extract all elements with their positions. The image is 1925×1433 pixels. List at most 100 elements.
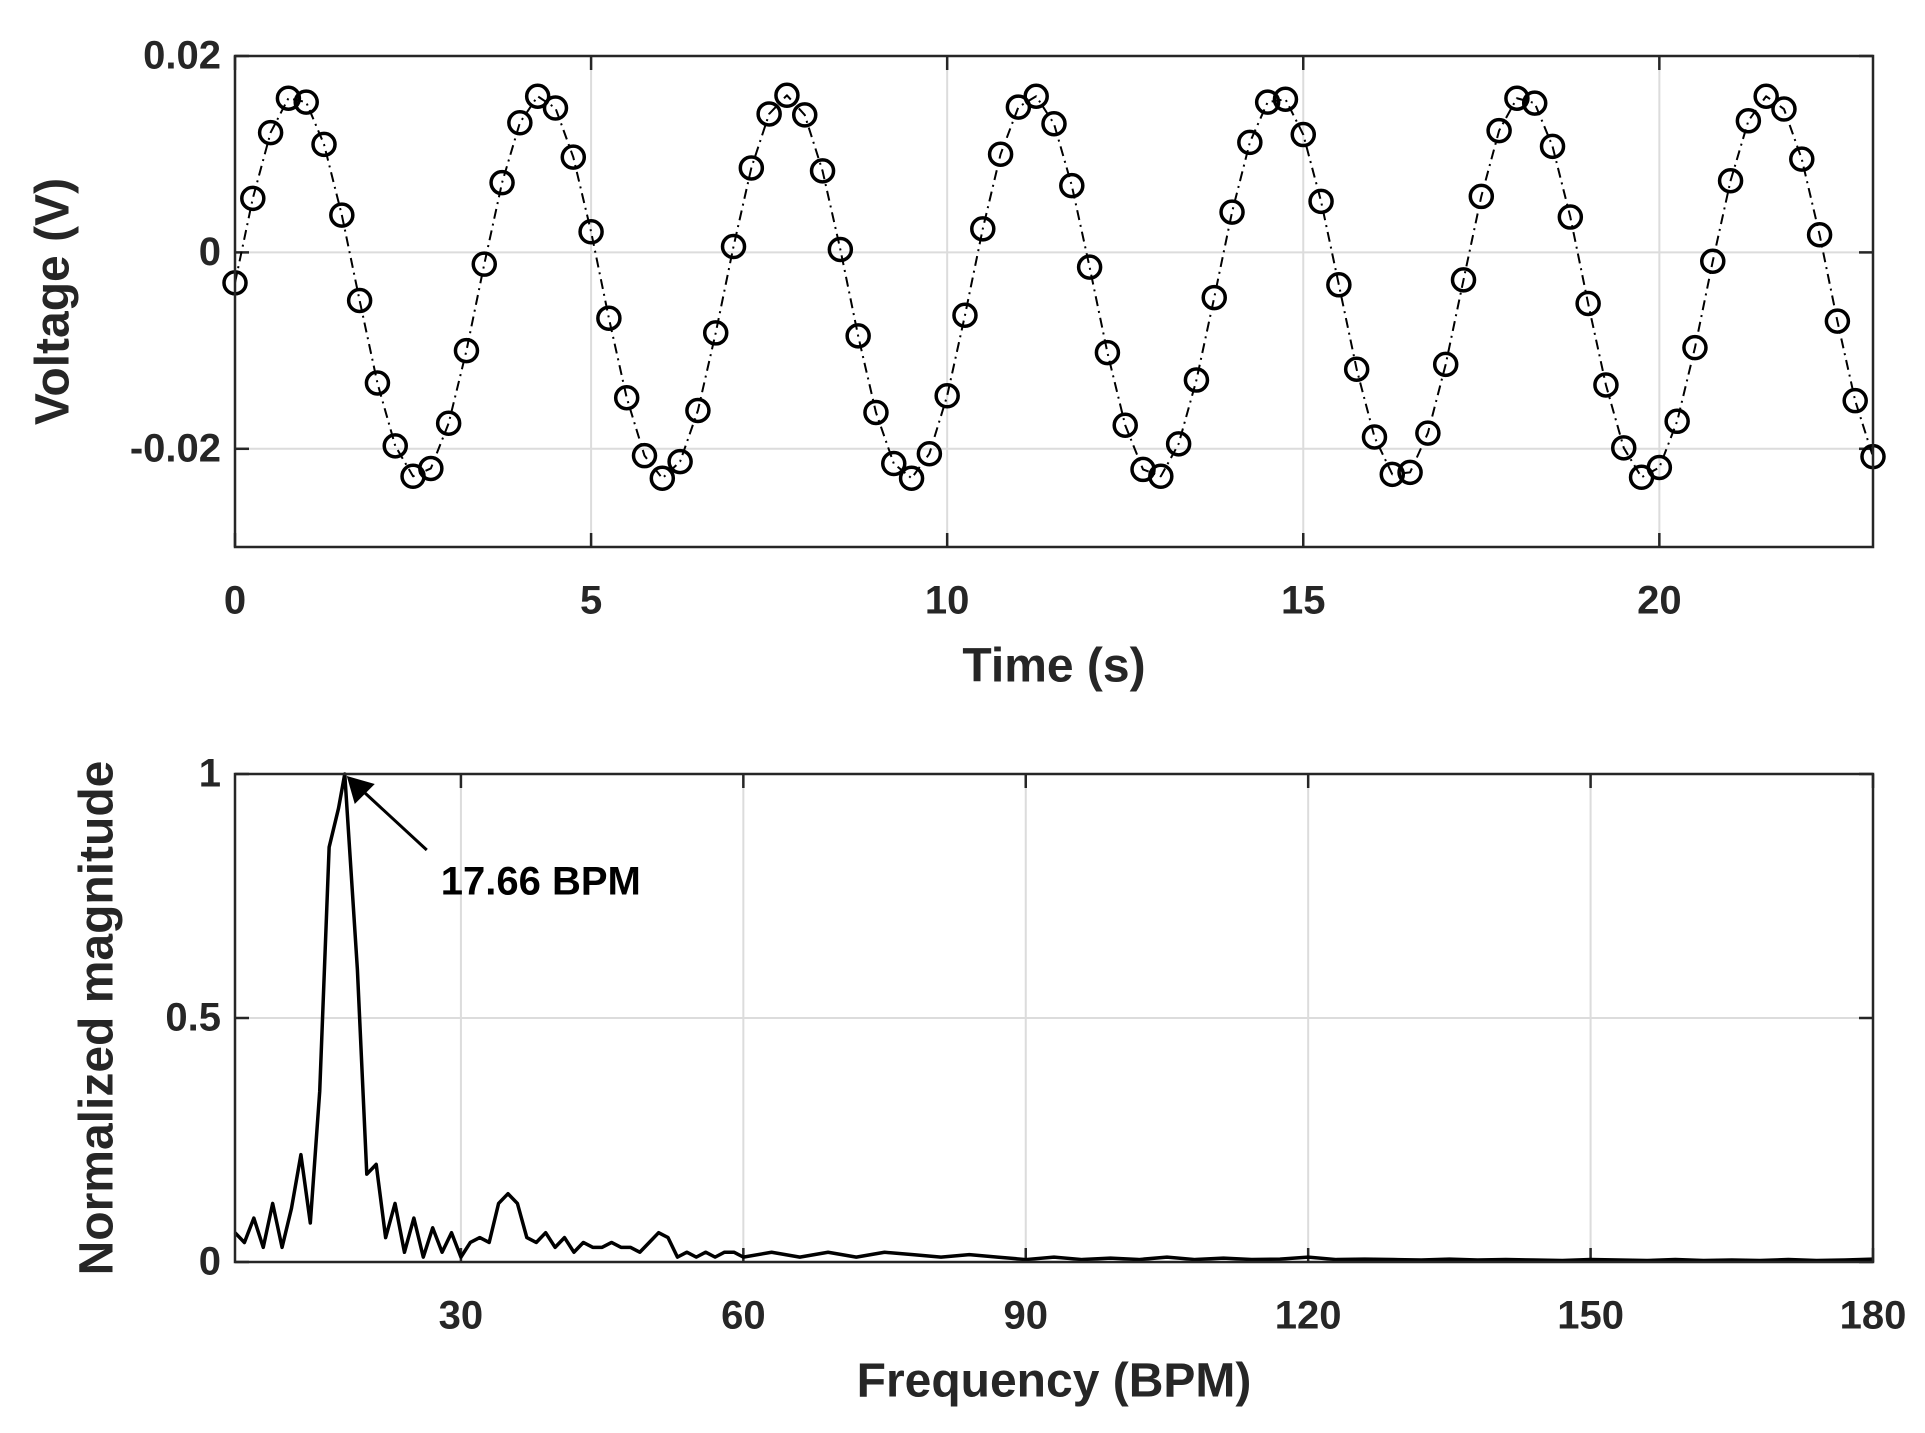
- data-point: [1753, 83, 1779, 110]
- y-tick-label: 0.5: [165, 996, 221, 1040]
- data-point: [1343, 356, 1370, 383]
- data-point: [293, 89, 319, 115]
- data-point: [1432, 351, 1459, 378]
- data-point: [1593, 372, 1619, 398]
- data-point: [1326, 272, 1352, 298]
- data-point: [827, 236, 854, 263]
- axes: 30 60 90 120 150 180 0 0.5 1 Frequency (BPM) Norma…: [71, 752, 1907, 1408]
- data-point: [1165, 431, 1192, 457]
- data-point: [346, 287, 373, 314]
- data-point: [1682, 334, 1708, 361]
- data-point: [1201, 284, 1227, 311]
- data-point: [1183, 367, 1210, 393]
- data-point: [1290, 121, 1317, 148]
- x-tick-label: 30: [439, 1294, 484, 1338]
- data-point: [382, 433, 408, 459]
- data-point: [471, 251, 498, 277]
- data-point: [667, 448, 693, 475]
- data-point: [1504, 85, 1530, 111]
- data-point: [578, 219, 604, 245]
- data-point: [1646, 454, 1673, 481]
- data-point: [649, 465, 676, 492]
- data-point: [1557, 204, 1584, 230]
- data-point: [489, 169, 515, 196]
- data-point: [952, 302, 978, 328]
- data-point: [1308, 188, 1334, 215]
- y-tick-label: 0.02: [143, 34, 221, 78]
- x-tick-label: 120: [1275, 1294, 1342, 1338]
- data-point: [1415, 420, 1441, 446]
- data-point: [364, 370, 391, 396]
- data-point: [524, 83, 551, 110]
- x-tick-label: 60: [721, 1294, 766, 1338]
- x-tick-label: 0: [224, 579, 246, 623]
- data-point: [1005, 94, 1032, 120]
- x-tick-label: 180: [1840, 1294, 1907, 1338]
- x-tick-label: 20: [1637, 579, 1682, 623]
- data-point: [1237, 129, 1263, 156]
- data-point: [1806, 221, 1833, 248]
- data-point: [1148, 463, 1174, 490]
- x-axis-label: Frequency (BPM): [857, 1355, 1252, 1408]
- data-point: [257, 119, 284, 146]
- data-point: [916, 440, 943, 467]
- data-point: [613, 384, 640, 411]
- data-point: [418, 455, 444, 482]
- data-point: [1610, 435, 1637, 461]
- data-point: [435, 410, 462, 437]
- data-point: [845, 323, 871, 349]
- data-point: [1664, 408, 1690, 435]
- data-point: [970, 216, 996, 242]
- x-tick-label: 150: [1557, 1294, 1624, 1338]
- y-axis-label: Voltage (V): [27, 178, 80, 425]
- data-point: [934, 383, 960, 409]
- data-point: [1094, 339, 1121, 366]
- data-point: [1771, 96, 1797, 122]
- data-point: [1361, 424, 1388, 450]
- data-point: [809, 158, 836, 184]
- data-point: [1041, 111, 1067, 137]
- data-point: [1789, 146, 1815, 172]
- data-point: [1521, 90, 1548, 116]
- data-point: [685, 397, 711, 424]
- data-point: [1397, 459, 1423, 486]
- data-point: [987, 141, 1014, 167]
- data-point: [1219, 199, 1245, 225]
- data-point: [311, 131, 337, 158]
- data-point: [1112, 412, 1138, 438]
- data-point: [1076, 254, 1103, 280]
- data-point: [1824, 308, 1851, 334]
- annotation-label: 17.66 BPM: [441, 860, 641, 904]
- data-point: [863, 399, 889, 426]
- data-point: [453, 337, 480, 364]
- data-point: [1486, 117, 1512, 144]
- x-tick-label: 10: [925, 579, 970, 623]
- x-axis-label: Time (s): [962, 640, 1145, 693]
- data-point: [1575, 290, 1601, 317]
- data-point: [1272, 86, 1299, 112]
- data-point: [542, 95, 569, 121]
- axes-box: [233, 772, 1875, 1264]
- data-point: [275, 85, 302, 111]
- plot-area: [235, 56, 1873, 547]
- data-point: [1700, 248, 1726, 274]
- data-point: [329, 202, 355, 228]
- y-tick-label: 0: [199, 1240, 221, 1284]
- x-tick-label: 15: [1281, 579, 1326, 623]
- data-point: [1254, 89, 1281, 115]
- data-point: [1023, 83, 1049, 110]
- x-tick-label: 5: [580, 579, 602, 623]
- data-point: [1468, 183, 1495, 210]
- data-point: [631, 442, 658, 469]
- arrow-head: [346, 776, 375, 804]
- data-point: [756, 101, 782, 127]
- y-tick-label: 0: [199, 230, 221, 274]
- axes: 0 5 10 15 20 -0.02 0 0.02 Time (s) Voltage (V): [27, 34, 1886, 693]
- data-point: [1735, 108, 1762, 134]
- data-point: [791, 102, 818, 128]
- data-point: [507, 110, 533, 136]
- data-point: [1450, 267, 1477, 293]
- data-point: [774, 82, 800, 109]
- data-point: [898, 465, 925, 492]
